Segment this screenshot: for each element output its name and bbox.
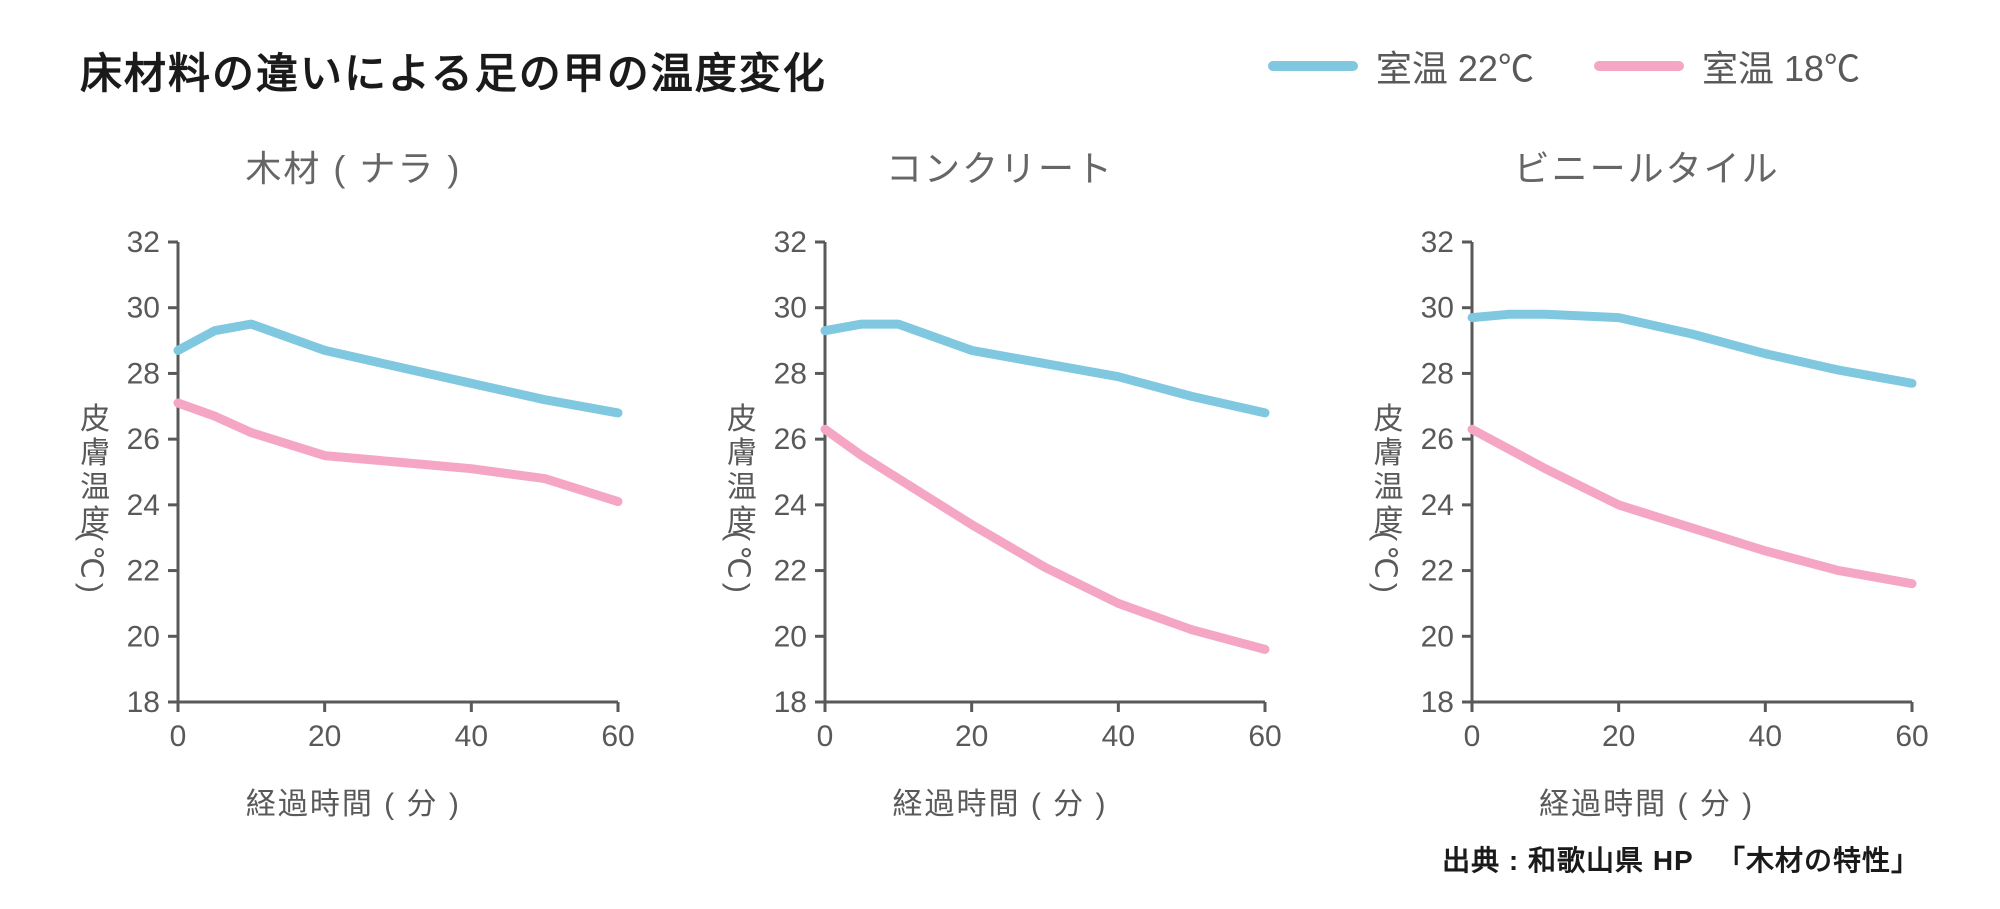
chart-subtitle-2: ビニールタイル (1514, 140, 1780, 192)
y-axis-label-1: 皮膚温度(℃) (705, 403, 771, 582)
chart-panel-1: コンクリート 皮膚温度(℃) 1820222426283032 0204060 … (697, 140, 1304, 823)
chart-panel-2: ビニールタイル 皮膚温度(℃) 18 20 22 24 26 28 30 32 0 20 40 60… (1343, 140, 1950, 823)
legend-swatch-22c (1268, 61, 1358, 71)
svg-text:24: 24 (1420, 489, 1453, 522)
svg-text:32: 32 (127, 226, 160, 259)
svg-text:22: 22 (1420, 555, 1453, 588)
svg-text:28: 28 (1420, 357, 1453, 390)
charts-row: 木材 ( ナラ ) 皮膚温度(℃) 18 20 22 24 26 28 30 32 0 20 40… (50, 140, 1950, 823)
legend-item-18c: 室温 18℃ (1594, 40, 1860, 92)
svg-text:20: 20 (1420, 620, 1453, 653)
x-axis-label-0: 経過時間 ( 分 ) (68, 779, 638, 823)
svg-text:20: 20 (1602, 720, 1635, 753)
legend-label-22c: 室温 22℃ (1376, 40, 1534, 92)
legend-label-18c: 室温 18℃ (1702, 40, 1860, 92)
svg-text:60: 60 (602, 720, 635, 753)
svg-text:26: 26 (127, 423, 160, 456)
legend-item-22c: 室温 22℃ (1268, 40, 1534, 92)
svg-text:30: 30 (774, 292, 807, 325)
svg-text:22: 22 (127, 555, 160, 588)
svg-text:40: 40 (455, 720, 488, 753)
main-title: 床材料の違いによる足の甲の温度変化 (80, 40, 827, 101)
svg-text:26: 26 (1420, 423, 1453, 456)
svg-text:40: 40 (1102, 720, 1135, 753)
legend-swatch-18c (1594, 61, 1684, 71)
svg-text:28: 28 (774, 357, 807, 390)
svg-text:22: 22 (774, 555, 807, 588)
svg-text:18: 18 (774, 686, 807, 719)
svg-text:0: 0 (817, 720, 834, 753)
series-22c-line (825, 324, 1265, 413)
series-18c-line (1472, 429, 1912, 583)
series-22c-line (1472, 314, 1912, 383)
chart-svg-1: 18 20 22 24 26 28 30 32 0 20 40 60 (715, 222, 1285, 762)
svg-text:20: 20 (955, 720, 988, 753)
x-axis-label-1: 経過時間 ( 分 ) (715, 779, 1285, 823)
svg-text:32: 32 (1420, 226, 1453, 259)
svg-text:24: 24 (127, 489, 160, 522)
svg-text:60: 60 (1895, 720, 1928, 753)
chart-subtitle-1: コンクリート (886, 140, 1114, 192)
series-22c-line (178, 324, 618, 413)
svg-text:20: 20 (127, 620, 160, 653)
legend: 室温 22℃ 室温 18℃ (1268, 40, 1860, 92)
svg-text:0: 0 (1463, 720, 1480, 753)
svg-text:24: 24 (774, 489, 807, 522)
axis-frame (178, 242, 618, 702)
svg-text:26: 26 (774, 423, 807, 456)
svg-text:0: 0 (170, 720, 187, 753)
svg-text:60: 60 (1248, 720, 1281, 753)
svg-text:20: 20 (774, 620, 807, 653)
chart-svg-0: 18 20 22 24 26 28 30 32 0 20 40 60 (68, 222, 638, 762)
svg-text:20: 20 (308, 720, 341, 753)
y-axis-label-2: 皮膚温度(℃) (1352, 403, 1418, 582)
svg-text:32: 32 (774, 226, 807, 259)
series-18c-line (178, 403, 618, 502)
chart-subtitle-0: 木材 ( ナラ ) (245, 140, 461, 192)
x-axis-label-2: 経過時間 ( 分 ) (1362, 779, 1932, 823)
chart-panel-0: 木材 ( ナラ ) 皮膚温度(℃) 18 20 22 24 26 28 30 32 0 20 40… (50, 140, 657, 823)
svg-text:30: 30 (127, 292, 160, 325)
svg-text:40: 40 (1748, 720, 1781, 753)
svg-text:28: 28 (127, 357, 160, 390)
svg-text:18: 18 (127, 686, 160, 719)
source-citation: 出典 : 和歌山県 HP 「木材の特性」 (1442, 839, 1920, 879)
y-axis-label-0: 皮膚温度(℃) (58, 403, 124, 582)
chart-svg-2: 18 20 22 24 26 28 30 32 0 20 40 60 (1362, 222, 1932, 762)
svg-text:30: 30 (1420, 292, 1453, 325)
svg-text:18: 18 (1420, 686, 1453, 719)
series-18c-line (825, 429, 1265, 649)
